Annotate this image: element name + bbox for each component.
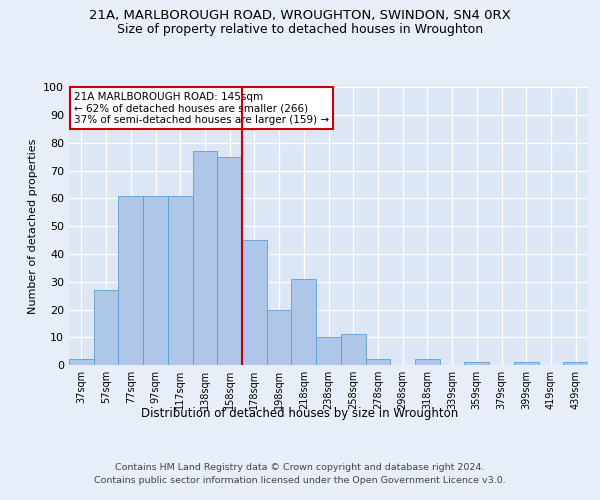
Bar	[193, 152, 217, 365]
Bar	[69, 360, 94, 365]
Bar	[563, 362, 588, 365]
Bar	[464, 362, 489, 365]
Bar	[316, 337, 341, 365]
Bar	[168, 196, 193, 365]
Bar	[217, 157, 242, 365]
Bar	[292, 279, 316, 365]
Bar	[94, 290, 118, 365]
Text: Size of property relative to detached houses in Wroughton: Size of property relative to detached ho…	[117, 22, 483, 36]
Bar	[415, 360, 440, 365]
Bar	[242, 240, 267, 365]
Text: Distribution of detached houses by size in Wroughton: Distribution of detached houses by size …	[142, 408, 458, 420]
Bar	[118, 196, 143, 365]
Text: Contains HM Land Registry data © Crown copyright and database right 2024.: Contains HM Land Registry data © Crown c…	[115, 462, 485, 471]
Y-axis label: Number of detached properties: Number of detached properties	[28, 138, 38, 314]
Bar	[267, 310, 292, 365]
Bar	[365, 360, 390, 365]
Bar	[514, 362, 539, 365]
Bar	[143, 196, 168, 365]
Text: 21A, MARLBOROUGH ROAD, WROUGHTON, SWINDON, SN4 0RX: 21A, MARLBOROUGH ROAD, WROUGHTON, SWINDO…	[89, 9, 511, 22]
Text: 21A MARLBOROUGH ROAD: 145sqm
← 62% of detached houses are smaller (266)
37% of s: 21A MARLBOROUGH ROAD: 145sqm ← 62% of de…	[74, 92, 329, 125]
Text: Contains public sector information licensed under the Open Government Licence v3: Contains public sector information licen…	[94, 476, 506, 485]
Bar	[341, 334, 365, 365]
